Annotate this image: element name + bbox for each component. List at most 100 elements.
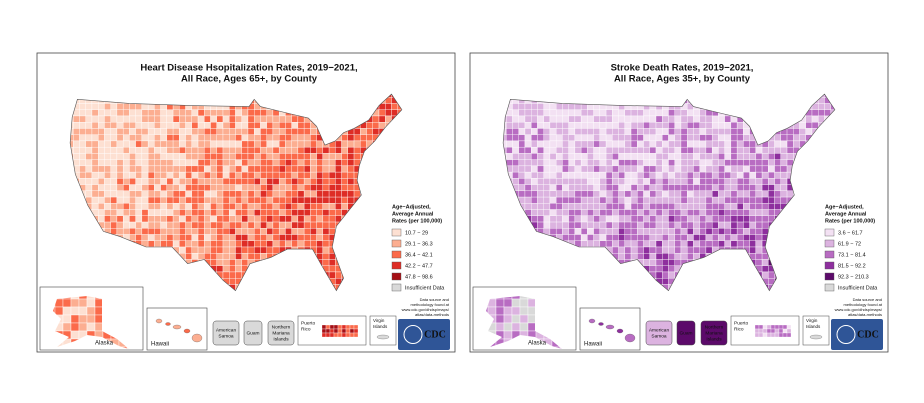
county	[328, 228, 336, 235]
county	[179, 190, 186, 198]
county	[147, 159, 155, 167]
county	[705, 128, 713, 135]
county	[624, 134, 632, 142]
county	[818, 109, 825, 117]
county	[297, 165, 305, 173]
county	[724, 215, 732, 223]
county	[668, 265, 675, 273]
county	[562, 165, 569, 173]
county	[593, 228, 601, 235]
county	[705, 178, 713, 185]
county	[618, 178, 625, 185]
county	[316, 140, 324, 148]
county	[297, 234, 305, 241]
county	[531, 134, 538, 142]
county	[580, 221, 588, 229]
county	[260, 209, 267, 216]
county	[260, 134, 267, 142]
county	[285, 146, 292, 154]
county	[322, 209, 330, 216]
county	[643, 228, 650, 235]
county	[110, 115, 118, 123]
county	[549, 165, 557, 173]
county	[222, 165, 230, 173]
county	[555, 134, 563, 142]
county	[347, 153, 355, 160]
virgin-island	[809, 334, 823, 340]
county	[147, 178, 155, 185]
puerto-rico-label: Puerto	[301, 320, 315, 326]
county	[147, 122, 155, 129]
county	[122, 165, 130, 173]
county	[179, 165, 186, 173]
hawaii-island	[624, 333, 636, 343]
county	[254, 153, 261, 160]
legend-label: 61.9 − 72	[838, 241, 861, 247]
county	[166, 122, 174, 129]
county	[637, 240, 644, 248]
county	[191, 153, 199, 160]
county	[285, 128, 292, 135]
county	[98, 165, 105, 173]
county	[574, 122, 582, 129]
county	[179, 171, 186, 179]
county	[129, 221, 136, 229]
hawaii-island	[155, 318, 163, 324]
territory-label: Guam	[246, 330, 259, 336]
county	[335, 190, 342, 198]
county	[135, 103, 143, 110]
county	[612, 228, 619, 235]
county	[761, 196, 769, 204]
county	[755, 203, 763, 210]
county	[755, 190, 763, 198]
county	[761, 259, 769, 266]
county	[241, 171, 249, 179]
county	[531, 109, 538, 117]
county	[612, 246, 619, 254]
county	[580, 171, 588, 179]
county	[555, 109, 563, 117]
county	[543, 178, 551, 185]
county	[724, 240, 732, 248]
county	[297, 153, 305, 160]
county	[110, 146, 118, 154]
county	[260, 115, 267, 123]
county	[643, 122, 650, 129]
county	[680, 228, 688, 235]
virgin-islands-label: Virgin	[806, 318, 818, 323]
county	[204, 128, 211, 135]
county	[122, 109, 130, 117]
county	[347, 165, 355, 173]
county	[79, 134, 86, 142]
county	[724, 203, 732, 210]
county	[612, 134, 619, 142]
county	[191, 165, 199, 173]
county	[160, 165, 168, 173]
county	[711, 146, 719, 154]
county	[705, 234, 713, 241]
county	[562, 122, 569, 129]
county	[85, 109, 93, 117]
county	[135, 209, 143, 216]
county	[104, 209, 111, 216]
county	[512, 146, 519, 154]
county	[278, 140, 286, 148]
county	[718, 228, 725, 235]
county	[799, 122, 806, 129]
county	[555, 178, 563, 185]
county	[743, 190, 750, 198]
legend-label: 42.2 − 47.7	[405, 263, 433, 269]
county	[129, 178, 136, 185]
county	[655, 128, 663, 135]
county	[272, 146, 280, 154]
county	[674, 122, 682, 129]
county	[197, 159, 205, 167]
county	[643, 159, 650, 167]
county	[172, 128, 180, 135]
county	[197, 115, 205, 123]
county	[562, 234, 569, 241]
county	[543, 184, 551, 192]
county	[730, 140, 738, 148]
county	[241, 234, 249, 241]
municipio	[786, 328, 792, 334]
